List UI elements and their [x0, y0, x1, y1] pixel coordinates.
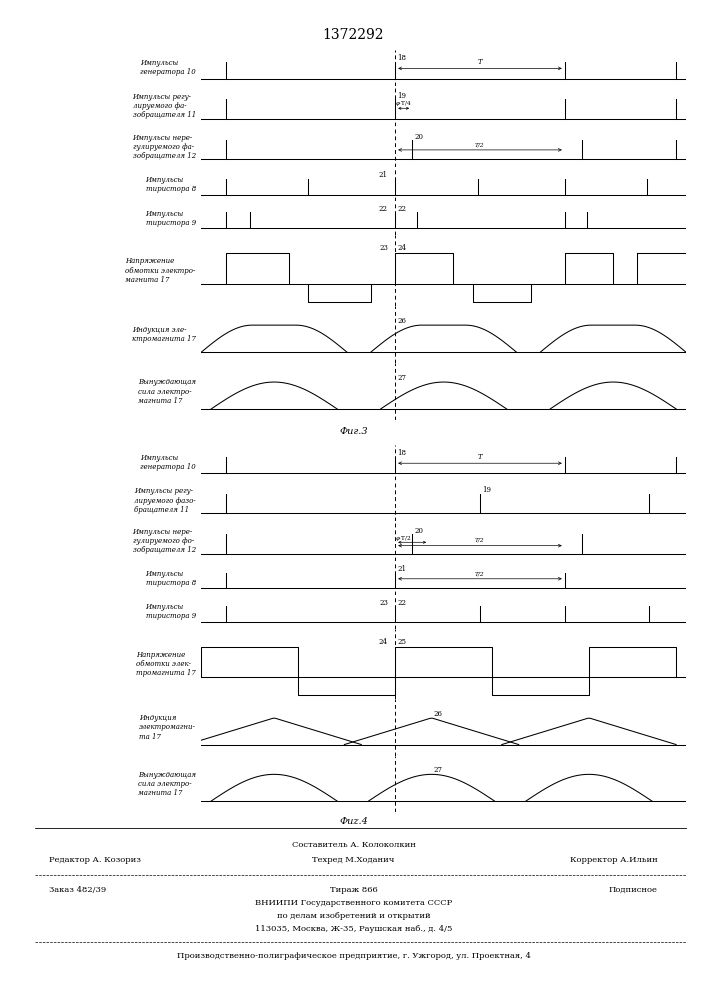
Text: Тираж 866: Тираж 866	[329, 886, 378, 894]
Text: Импульсы
тиристора 8: Импульсы тиристора 8	[146, 570, 196, 587]
Text: Фиг.3: Фиг.3	[339, 428, 368, 436]
Text: 19: 19	[397, 92, 407, 100]
Text: Индукция эле-
ктромагнита 17: Индукция эле- ктромагнита 17	[132, 326, 196, 343]
Text: Составитель А. Колоколкин: Составитель А. Колоколкин	[291, 841, 416, 849]
Text: Импульсы нере-
гулируемого фа-
зобращателя 12: Импульсы нере- гулируемого фа- зобращате…	[133, 134, 196, 160]
Text: Напряжение
обмотки электро-
магнита 17: Напряжение обмотки электро- магнита 17	[125, 257, 196, 284]
Text: Импульсы
генератора 10: Импульсы генератора 10	[140, 454, 196, 471]
Text: T: T	[478, 453, 482, 461]
Text: 20: 20	[414, 527, 423, 535]
Text: Производственно-полиграфическое предприятие, г. Ужгород, ул. Проектная, 4: Производственно-полиграфическое предприя…	[177, 952, 530, 960]
Text: ВНИИПИ Государственного комитета СССР: ВНИИПИ Государственного комитета СССР	[255, 899, 452, 907]
Text: 21: 21	[397, 565, 407, 573]
Text: 24: 24	[379, 638, 388, 646]
Text: T: T	[478, 58, 482, 66]
Text: 27: 27	[434, 766, 443, 774]
Text: Импульсы регу-
лируемого фазо-
бращателя 11: Импульсы регу- лируемого фазо- бращателя…	[134, 487, 196, 514]
Text: 26: 26	[434, 710, 443, 718]
Text: Вынуждающая
сила электро-
магнита 17: Вынуждающая сила электро- магнита 17	[138, 771, 196, 797]
Text: T/2: T/2	[475, 538, 485, 543]
Text: Импульсы
тиристора 9: Импульсы тиристора 9	[146, 603, 196, 620]
Text: Импульсы
генератора 10: Импульсы генератора 10	[140, 59, 196, 76]
Text: Редактор А. Козориз: Редактор А. Козориз	[49, 856, 141, 864]
Text: 23: 23	[379, 244, 388, 252]
Text: $\varphi$·T/2: $\varphi$·T/2	[395, 534, 412, 543]
Text: 18: 18	[397, 54, 407, 62]
Text: 20: 20	[414, 133, 423, 141]
Text: Техред М.Ходанич: Техред М.Ходанич	[312, 856, 395, 864]
Text: 18: 18	[397, 449, 407, 457]
Text: Напряжение
обмотки элек-
тромагнита 17: Напряжение обмотки элек- тромагнита 17	[136, 651, 196, 677]
Text: Импульсы регу-
лируемого фа-
зобращателя 11: Импульсы регу- лируемого фа- зобращателя…	[133, 93, 196, 119]
Text: 26: 26	[397, 317, 407, 325]
Text: 27: 27	[397, 374, 407, 382]
Text: Фиz.4: Фиz.4	[339, 818, 368, 826]
Text: Импульсы
тиристора 8: Импульсы тиристора 8	[146, 176, 196, 193]
Text: 19: 19	[482, 486, 491, 494]
Text: 25: 25	[397, 638, 407, 646]
Text: T/2: T/2	[475, 142, 485, 147]
Text: 22: 22	[379, 205, 388, 213]
Text: 21: 21	[379, 171, 388, 179]
Text: T/2: T/2	[475, 572, 485, 577]
Text: Вынуждающая
сила электро-
магнита 17: Вынуждающая сила электро- магнита 17	[138, 378, 196, 405]
Text: 1372292: 1372292	[323, 28, 384, 42]
Text: Корректор А.Ильин: Корректор А.Ильин	[570, 856, 658, 864]
Text: Индукция
электромагни-
та 17: Индукция электромагни- та 17	[139, 714, 196, 741]
Text: Импульсы нере-
гулируемого фо-
зобращателя 12: Импульсы нере- гулируемого фо- зобращате…	[133, 528, 196, 554]
Text: 113035, Москва, Ж-35, Раушская наб., д. 4/5: 113035, Москва, Ж-35, Раушская наб., д. …	[255, 925, 452, 933]
Text: Заказ 482/39: Заказ 482/39	[49, 886, 107, 894]
Text: 22: 22	[397, 205, 407, 213]
Text: по делам изобретений и открытий: по делам изобретений и открытий	[276, 912, 431, 920]
Text: Подписное: Подписное	[609, 886, 658, 894]
Text: Импульсы
тиристора 9: Импульсы тиристора 9	[146, 210, 196, 227]
Text: 24: 24	[397, 244, 407, 252]
Text: $\varphi$·T/4: $\varphi$·T/4	[395, 99, 412, 108]
Text: 22: 22	[397, 599, 407, 607]
Text: 23: 23	[379, 599, 388, 607]
